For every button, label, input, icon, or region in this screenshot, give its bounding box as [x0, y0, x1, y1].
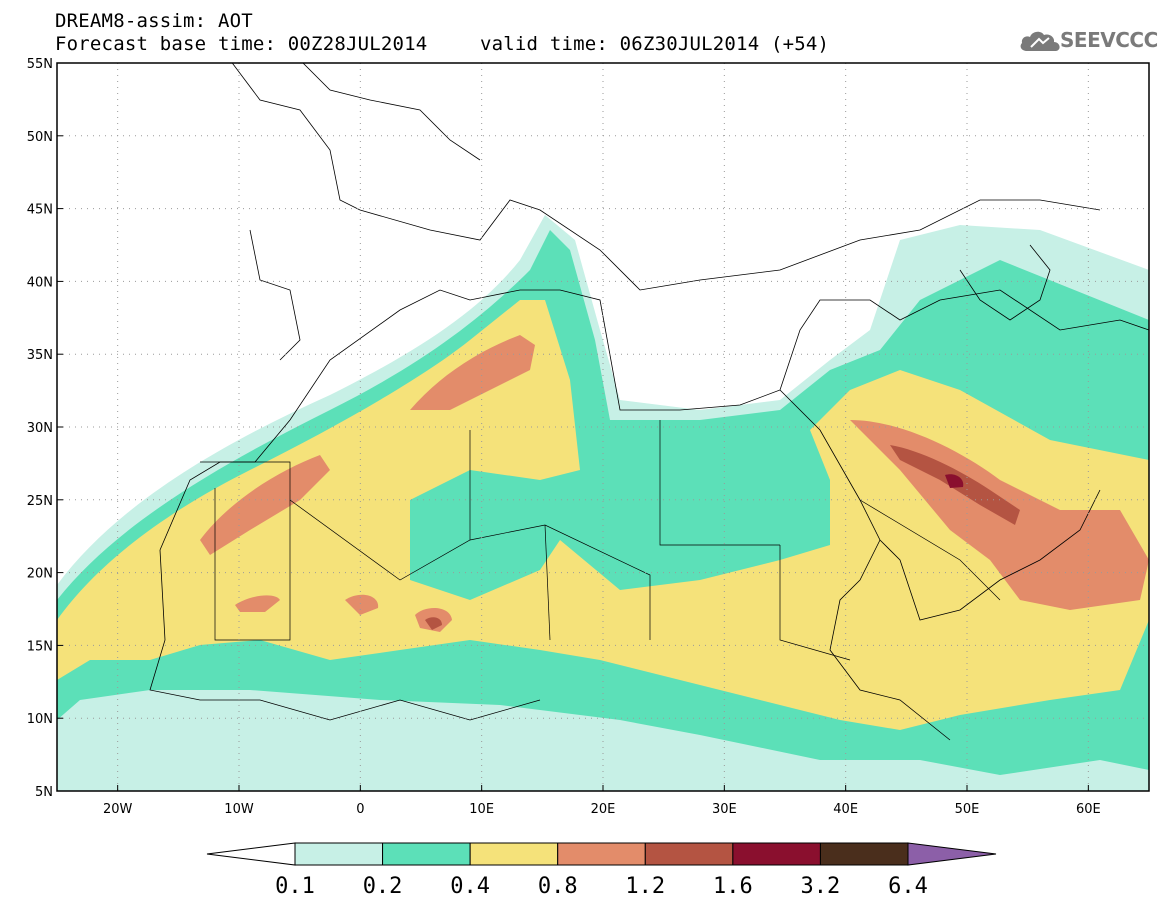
lon-tick-label: 20E	[591, 802, 616, 817]
seevccc-logo	[1017, 23, 1157, 57]
logo-text: SEEVCCC	[1060, 28, 1158, 52]
forecast-base-time: Forecast base time: 00Z28JUL2014	[55, 33, 428, 55]
lat-tick-label: 30N	[27, 421, 53, 436]
lon-tick-label: 10W	[224, 802, 254, 817]
lon-tick-label: 30E	[712, 802, 737, 817]
colorbar-swatch	[382, 842, 471, 866]
lon-tick-label: 0	[356, 802, 364, 817]
colorbar-swatch	[294, 842, 384, 866]
colorbar-level-label: 1.6	[713, 874, 753, 899]
map-title: DREAM8-assim: AOT	[55, 10, 253, 32]
aot-field	[57, 215, 1149, 791]
colorbar-swatch	[557, 842, 646, 866]
lat-tick-label: 25N	[27, 494, 53, 509]
valid-time: valid time: 06Z30JUL2014 (+54)	[480, 33, 830, 55]
lon-tick-label: 40E	[833, 802, 858, 817]
colorbar-level-label: 1.2	[625, 874, 665, 899]
colorbar-swatch	[732, 842, 821, 866]
aot-band-0.8-a	[410, 335, 535, 410]
lat-tick-label: 15N	[27, 639, 53, 654]
colorbar-swatch	[819, 842, 909, 866]
lon-tick-label: 50E	[955, 802, 980, 817]
colorbar-level-label: 0.1	[275, 874, 315, 899]
lat-tick-label: 5N	[35, 785, 53, 800]
colorbar-level-label: 0.8	[538, 874, 578, 899]
lat-tick-label: 55N	[27, 57, 53, 72]
colorbar-swatch	[644, 842, 734, 866]
cloud-icon	[1020, 31, 1060, 51]
lon-tick-label: 10E	[469, 802, 494, 817]
colorbar-level-label: 0.2	[363, 874, 403, 899]
aot-band-0.8-e	[345, 594, 379, 615]
lon-tick-label: 20W	[103, 802, 133, 817]
lat-tick-label: 50N	[27, 130, 53, 145]
lon-tick-label: 60E	[1076, 802, 1101, 817]
colorbar-level-label: 0.4	[450, 874, 490, 899]
lat-tick-label: 40N	[27, 275, 53, 290]
map-grid	[57, 63, 1149, 791]
colorbar-swatch	[469, 842, 559, 866]
borders	[200, 420, 1001, 661]
aot-band-1.6	[945, 474, 964, 488]
aot-band-0.8-b	[200, 455, 330, 555]
aot-band-0.4	[57, 300, 1149, 730]
axis-ticks: 55N 50N 45N 40N 35N 30N 25N 20N 15N 10N 5N 20W 10W 0 1…	[27, 57, 1101, 817]
colorbar-level-label: 3.2	[801, 874, 841, 899]
colorbar: 0.1 0.2 0.4 0.8 1.2 1.6 3.2 6.4	[206, 842, 997, 899]
lat-tick-label: 20N	[27, 567, 53, 582]
colorbar-underflow	[206, 842, 296, 866]
colorbar-level-label: 6.4	[888, 874, 928, 899]
colorbar-overflow	[907, 842, 997, 866]
coastlines	[149, 63, 1149, 741]
lat-tick-label: 35N	[27, 348, 53, 363]
aot-band-1.2-b	[425, 617, 442, 630]
lat-tick-label: 10N	[27, 712, 53, 727]
lat-tick-label: 45N	[27, 203, 53, 218]
aot-band-0.8-d	[235, 595, 280, 612]
